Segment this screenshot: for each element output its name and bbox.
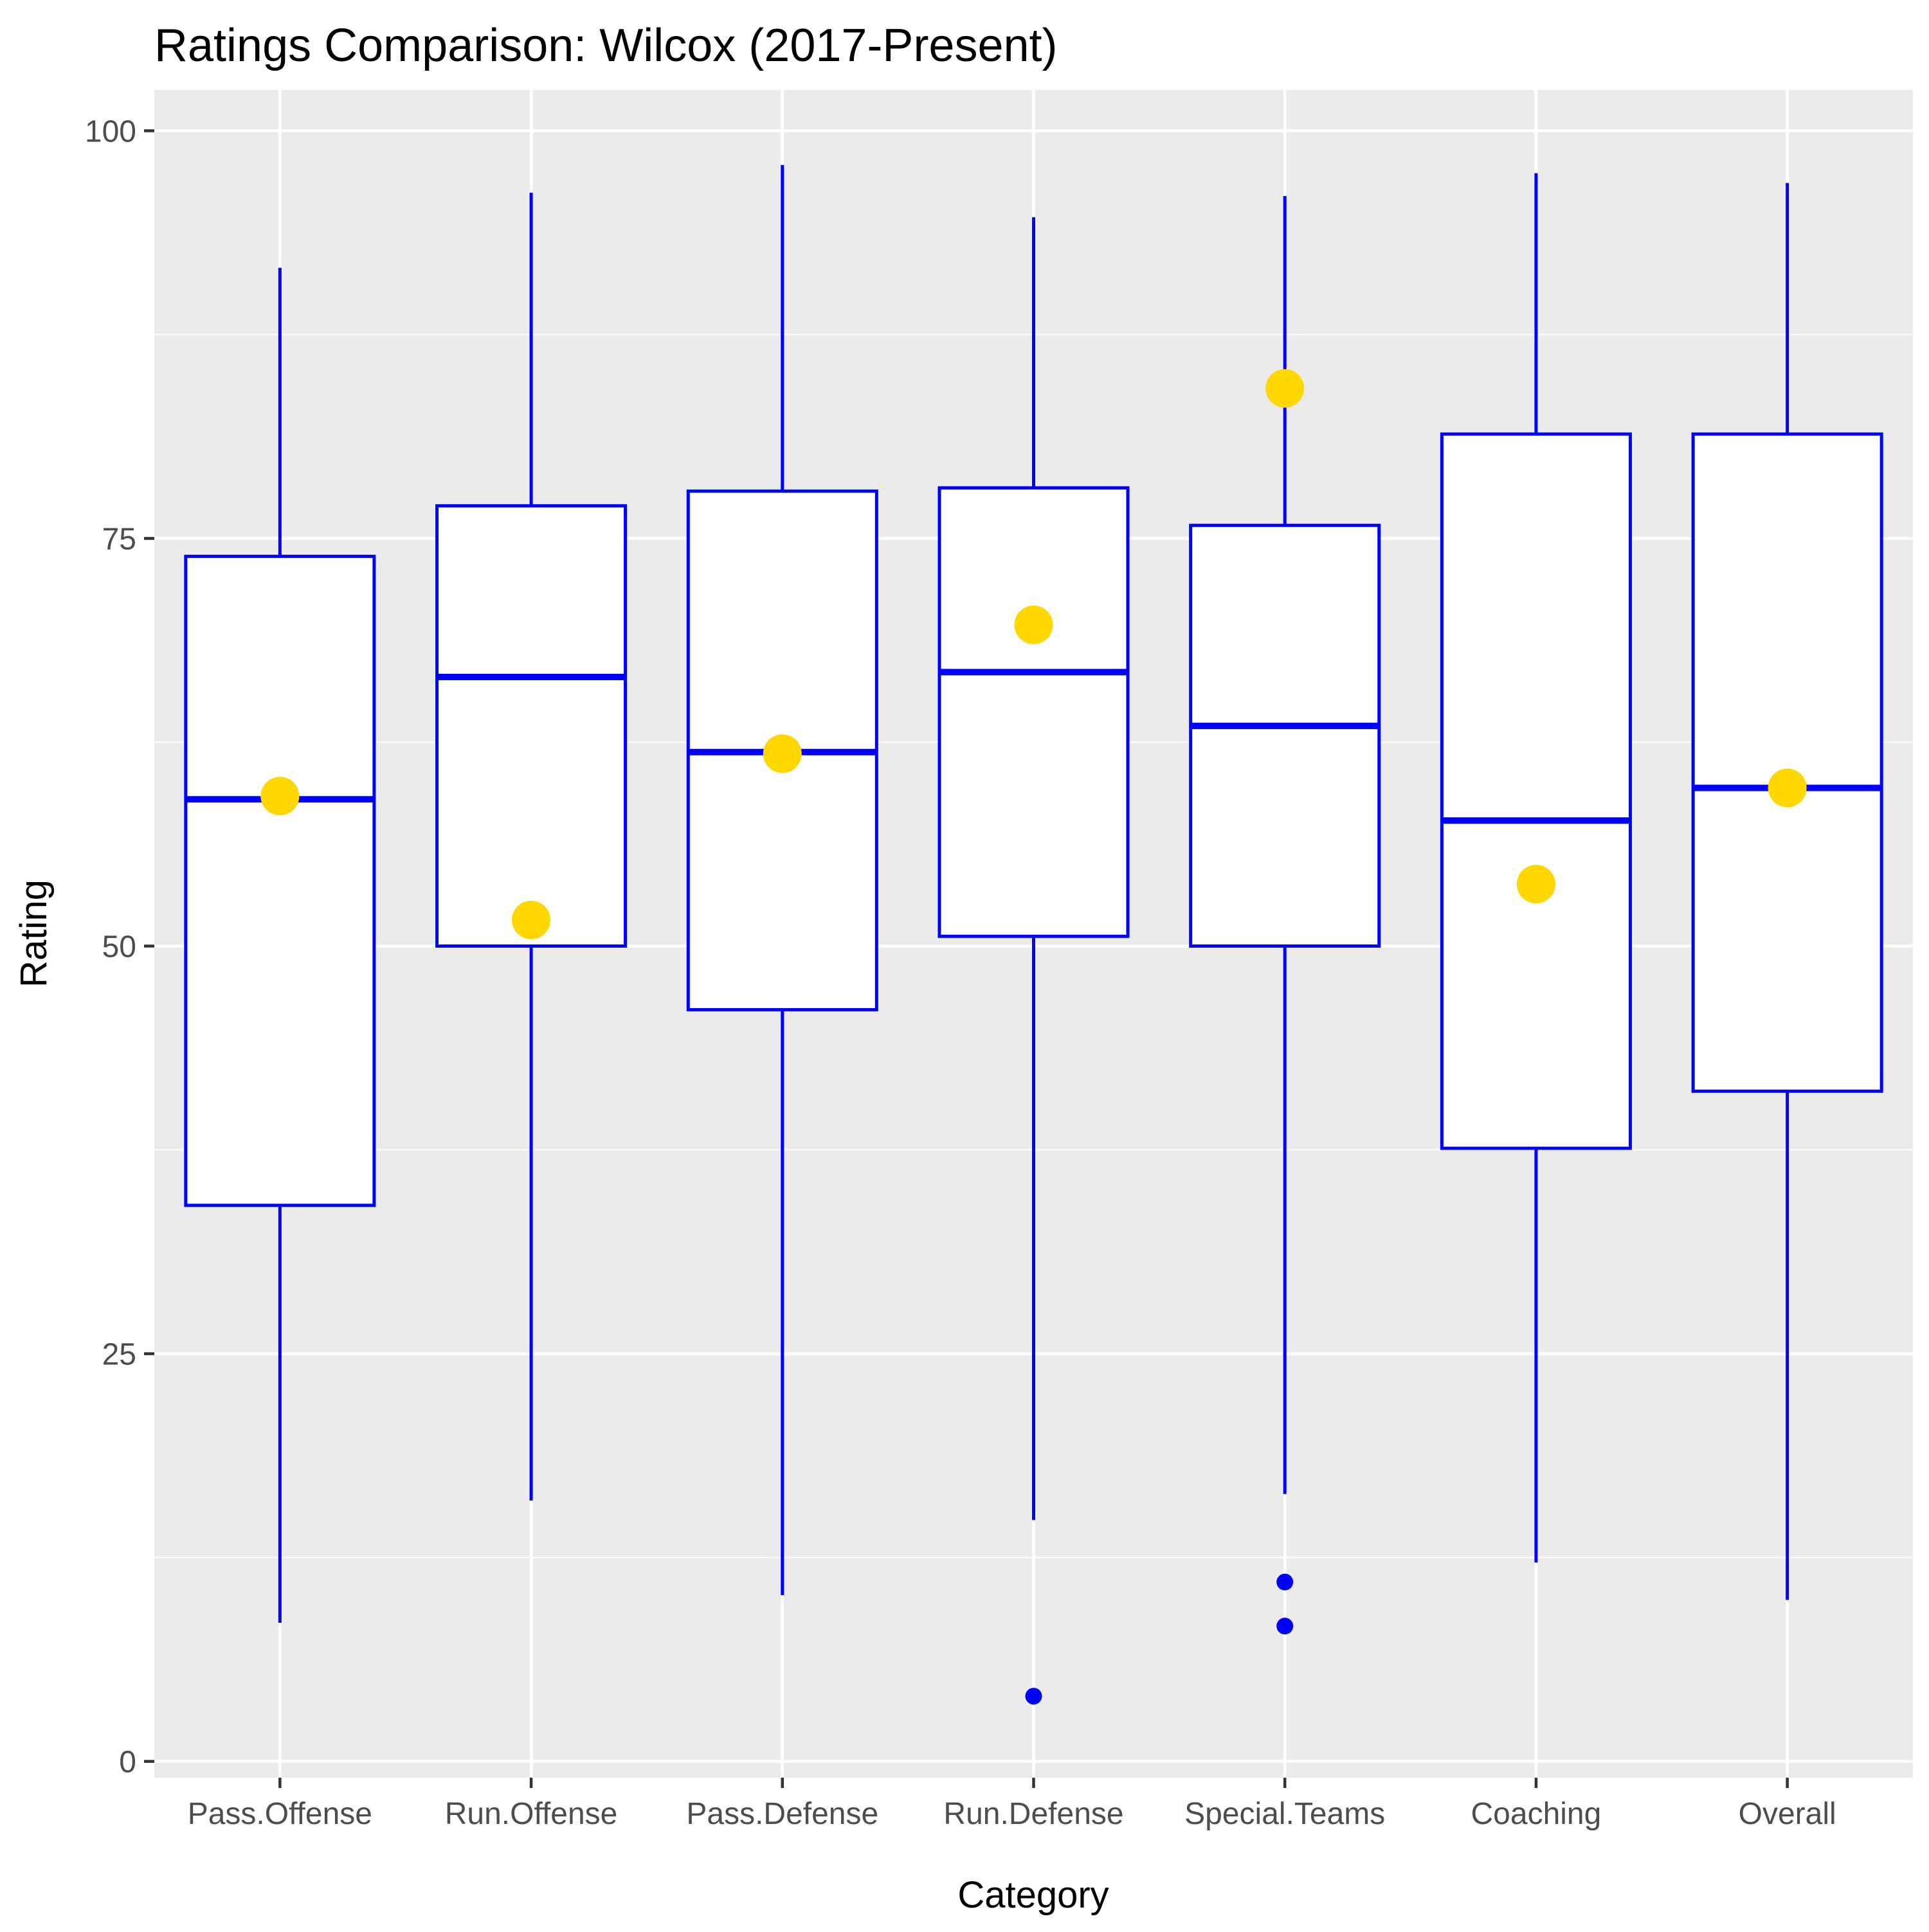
x-tick-label: Run.Offense: [445, 1797, 618, 1831]
box-iqr: [1440, 432, 1632, 1150]
box-iqr: [1189, 523, 1381, 948]
y-tick-label: 0: [119, 1746, 136, 1780]
x-tick-label: Pass.Offense: [188, 1797, 372, 1831]
box-iqr: [1691, 432, 1883, 1093]
x-tick-label: Special.Teams: [1184, 1797, 1385, 1831]
y-tick-label: 25: [102, 1338, 136, 1372]
x-tick-label: Pass.Defense: [686, 1797, 878, 1831]
y-axis-title: Rating: [13, 880, 55, 988]
outlier-point: [1025, 1688, 1042, 1705]
highlight-point: [1516, 865, 1555, 904]
outlier-point: [1276, 1618, 1294, 1635]
highlight-point: [1768, 768, 1807, 808]
highlight-points: [260, 369, 1807, 939]
box-iqr: [937, 486, 1130, 938]
highlight-point: [1265, 369, 1305, 408]
box-special-teams: [1189, 195, 1381, 1635]
highlight-point: [1014, 605, 1053, 644]
x-tick-label: Run.Defense: [943, 1797, 1123, 1831]
highlight-point: [512, 900, 551, 939]
box-run-offense: [435, 192, 628, 1501]
y-tick-label: 50: [102, 930, 136, 964]
boxes: [184, 165, 1883, 1705]
chart-title: Ratings Comparison: Wilcox (2017-Present…: [154, 20, 1058, 71]
box-iqr: [184, 554, 376, 1207]
x-tick-label: Coaching: [1471, 1797, 1602, 1831]
box-run-defense: [937, 217, 1130, 1705]
x-tick-label: Overall: [1739, 1797, 1836, 1831]
outlier-point: [1276, 1573, 1294, 1591]
box-coaching: [1440, 173, 1632, 1563]
box-pass-offense: [184, 267, 376, 1623]
highlight-point: [763, 734, 802, 773]
x-axis-title: Category: [957, 1874, 1109, 1916]
box-iqr: [435, 504, 628, 948]
axes: 0 25 50 75 100 Pass.Offense Run.Offense Pass.De…: [85, 114, 1836, 1831]
highlight-point: [260, 777, 300, 816]
y-tick-label: 100: [85, 114, 136, 149]
box-overall: [1691, 183, 1883, 1600]
y-tick-label: 75: [102, 522, 136, 556]
